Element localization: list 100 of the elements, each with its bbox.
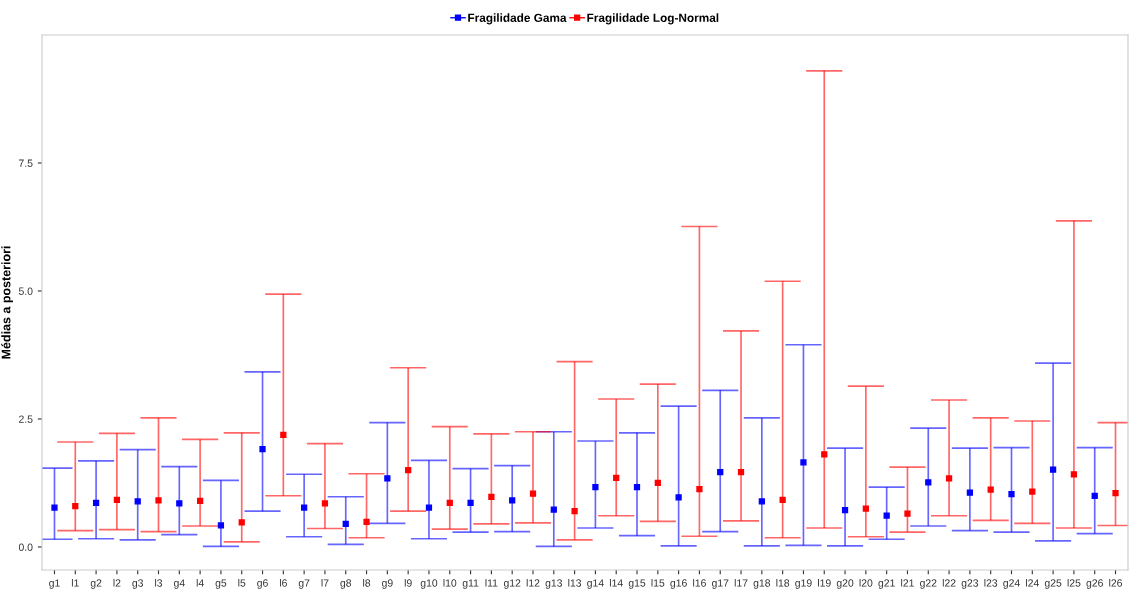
x-tick-label: g11 [462, 579, 479, 589]
point [925, 479, 932, 486]
x-tick-label: l14 [609, 579, 623, 587]
x-tick-label: l13 [568, 579, 582, 587]
x-tick-label: g24 [1003, 579, 1020, 589]
x-tick-label: l3 [155, 579, 163, 587]
point [92, 499, 100, 507]
point [862, 505, 869, 512]
point [696, 485, 703, 493]
x-tick-label: l9 [404, 579, 412, 587]
x-tick-label: l15 [651, 579, 665, 587]
point [821, 451, 828, 458]
point [280, 431, 287, 438]
x-tick-label: g15 [628, 579, 646, 589]
point [467, 499, 474, 507]
point [363, 518, 370, 526]
x-tick-label: g1 [49, 579, 60, 589]
x-tick-label: l18 [776, 579, 790, 587]
point [51, 504, 58, 511]
x-tick-label: l22 [942, 579, 956, 587]
point [654, 479, 661, 487]
x-tick-label: g3 [132, 579, 144, 589]
point [1070, 471, 1078, 478]
point [529, 490, 537, 497]
point [758, 498, 765, 505]
y-tick-label: 5.0 [18, 287, 33, 295]
point [196, 497, 204, 505]
point [945, 475, 953, 482]
x-tick-label: g8 [340, 579, 352, 589]
y-axis-title: Médias a posteriori [1, 246, 13, 359]
x-tick-label: g2 [90, 579, 102, 589]
x-tick-label: l1 [71, 579, 79, 587]
point [1112, 490, 1119, 497]
point [841, 506, 849, 514]
x-tick-label: g19 [795, 579, 812, 589]
x-tick-label: g23 [961, 579, 979, 589]
point [800, 459, 807, 466]
point [550, 506, 557, 513]
x-tick-label: g25 [1044, 579, 1062, 589]
x-tick-label: g10 [420, 579, 438, 589]
x-tick-label: l26 [1109, 579, 1123, 587]
point [1049, 466, 1057, 473]
x-tick-label: g17 [711, 579, 729, 589]
point [259, 446, 266, 453]
point [134, 498, 141, 505]
point [384, 475, 391, 482]
x-tick-label: g26 [1086, 579, 1103, 589]
x-tick-label: l5 [238, 579, 246, 587]
x-tick-label: g6 [257, 579, 268, 589]
point [966, 489, 974, 496]
x-tick-label: g13 [545, 579, 563, 589]
point [155, 497, 162, 504]
point [425, 504, 433, 511]
y-tick-label: 0.0 [18, 543, 33, 551]
x-tick-label: g7 [298, 579, 310, 589]
x-tick-label: l12 [526, 579, 540, 587]
y-tick-label: 2.5 [19, 415, 33, 423]
point [446, 499, 453, 507]
x-tick-label: l6 [279, 579, 287, 587]
x-tick-label: l8 [363, 579, 371, 587]
x-tick-label: l11 [485, 579, 498, 587]
point [1091, 492, 1098, 499]
point [987, 486, 994, 493]
x-tick-label: l17 [734, 579, 748, 587]
x-tick-label: l4 [196, 579, 204, 587]
point [509, 497, 516, 504]
x-tick-label: g18 [753, 579, 771, 589]
x-tick-label: g20 [836, 579, 854, 589]
x-tick-label: g21 [878, 579, 895, 589]
x-tick-label: g12 [503, 579, 521, 589]
point [717, 469, 724, 476]
point [321, 500, 329, 507]
point [238, 519, 245, 526]
point [592, 483, 599, 491]
x-tick-label: l19 [818, 579, 831, 587]
point [883, 512, 890, 519]
point [904, 510, 911, 517]
point [342, 520, 349, 528]
x-tick-label: l10 [443, 579, 457, 587]
point [176, 500, 183, 507]
point [217, 522, 225, 529]
x-tick-label: g16 [670, 579, 687, 589]
point [1008, 491, 1015, 498]
point [72, 502, 79, 510]
x-tick-label: l7 [321, 579, 329, 587]
point [633, 483, 641, 491]
x-tick-label: g5 [215, 579, 227, 589]
x-tick-label: l20 [859, 579, 873, 587]
point [737, 469, 745, 476]
point [675, 494, 682, 501]
point [113, 496, 121, 503]
x-tick-label: g14 [587, 579, 604, 589]
y-tick-label: 7.5 [19, 159, 33, 167]
point [779, 496, 786, 503]
x-tick-label: l24 [1026, 579, 1039, 587]
point [488, 493, 495, 500]
x-tick-label: g9 [382, 579, 393, 589]
legend-label: Fragilidade Gama [468, 13, 567, 25]
point [571, 507, 578, 515]
point [613, 474, 620, 481]
